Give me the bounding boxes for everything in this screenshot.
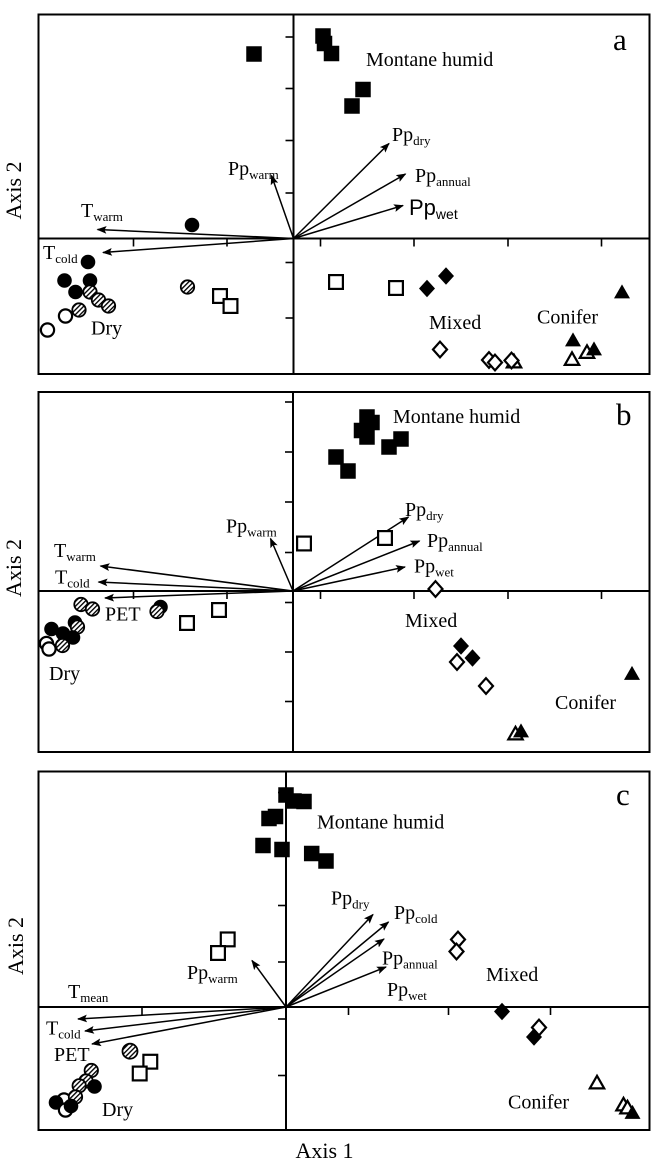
svg-text:Montane humid: Montane humid (317, 812, 444, 834)
svg-text:b: b (616, 397, 632, 432)
svg-text:Ppdry: Ppdry (331, 888, 370, 912)
svg-text:Montane humid: Montane humid (366, 49, 493, 71)
svg-text:Conifer: Conifer (555, 692, 616, 714)
svg-text:Dry: Dry (49, 663, 80, 685)
svg-text:Axis 2: Axis 2 (3, 917, 28, 975)
svg-text:Ppwet: Ppwet (409, 195, 458, 222)
svg-text:Axis 2: Axis 2 (1, 161, 26, 219)
svg-text:Mixed: Mixed (405, 610, 457, 632)
svg-text:Montane humid: Montane humid (393, 406, 520, 428)
svg-text:Dry: Dry (91, 318, 122, 340)
svg-text:c: c (616, 777, 630, 812)
svg-text:a: a (613, 22, 627, 57)
svg-text:Tcold: Tcold (43, 242, 78, 266)
svg-text:Conifer: Conifer (508, 1092, 569, 1114)
svg-text:Axis 1: Axis 1 (295, 1138, 353, 1163)
svg-text:Conifer: Conifer (537, 307, 598, 329)
svg-text:Mixed: Mixed (486, 964, 538, 986)
svg-text:PET: PET (54, 1044, 90, 1066)
svg-text:Dry: Dry (102, 1099, 133, 1121)
svg-text:Mixed: Mixed (429, 312, 481, 334)
svg-text:Axis 2: Axis 2 (1, 539, 26, 597)
svg-text:PET: PET (105, 604, 141, 626)
